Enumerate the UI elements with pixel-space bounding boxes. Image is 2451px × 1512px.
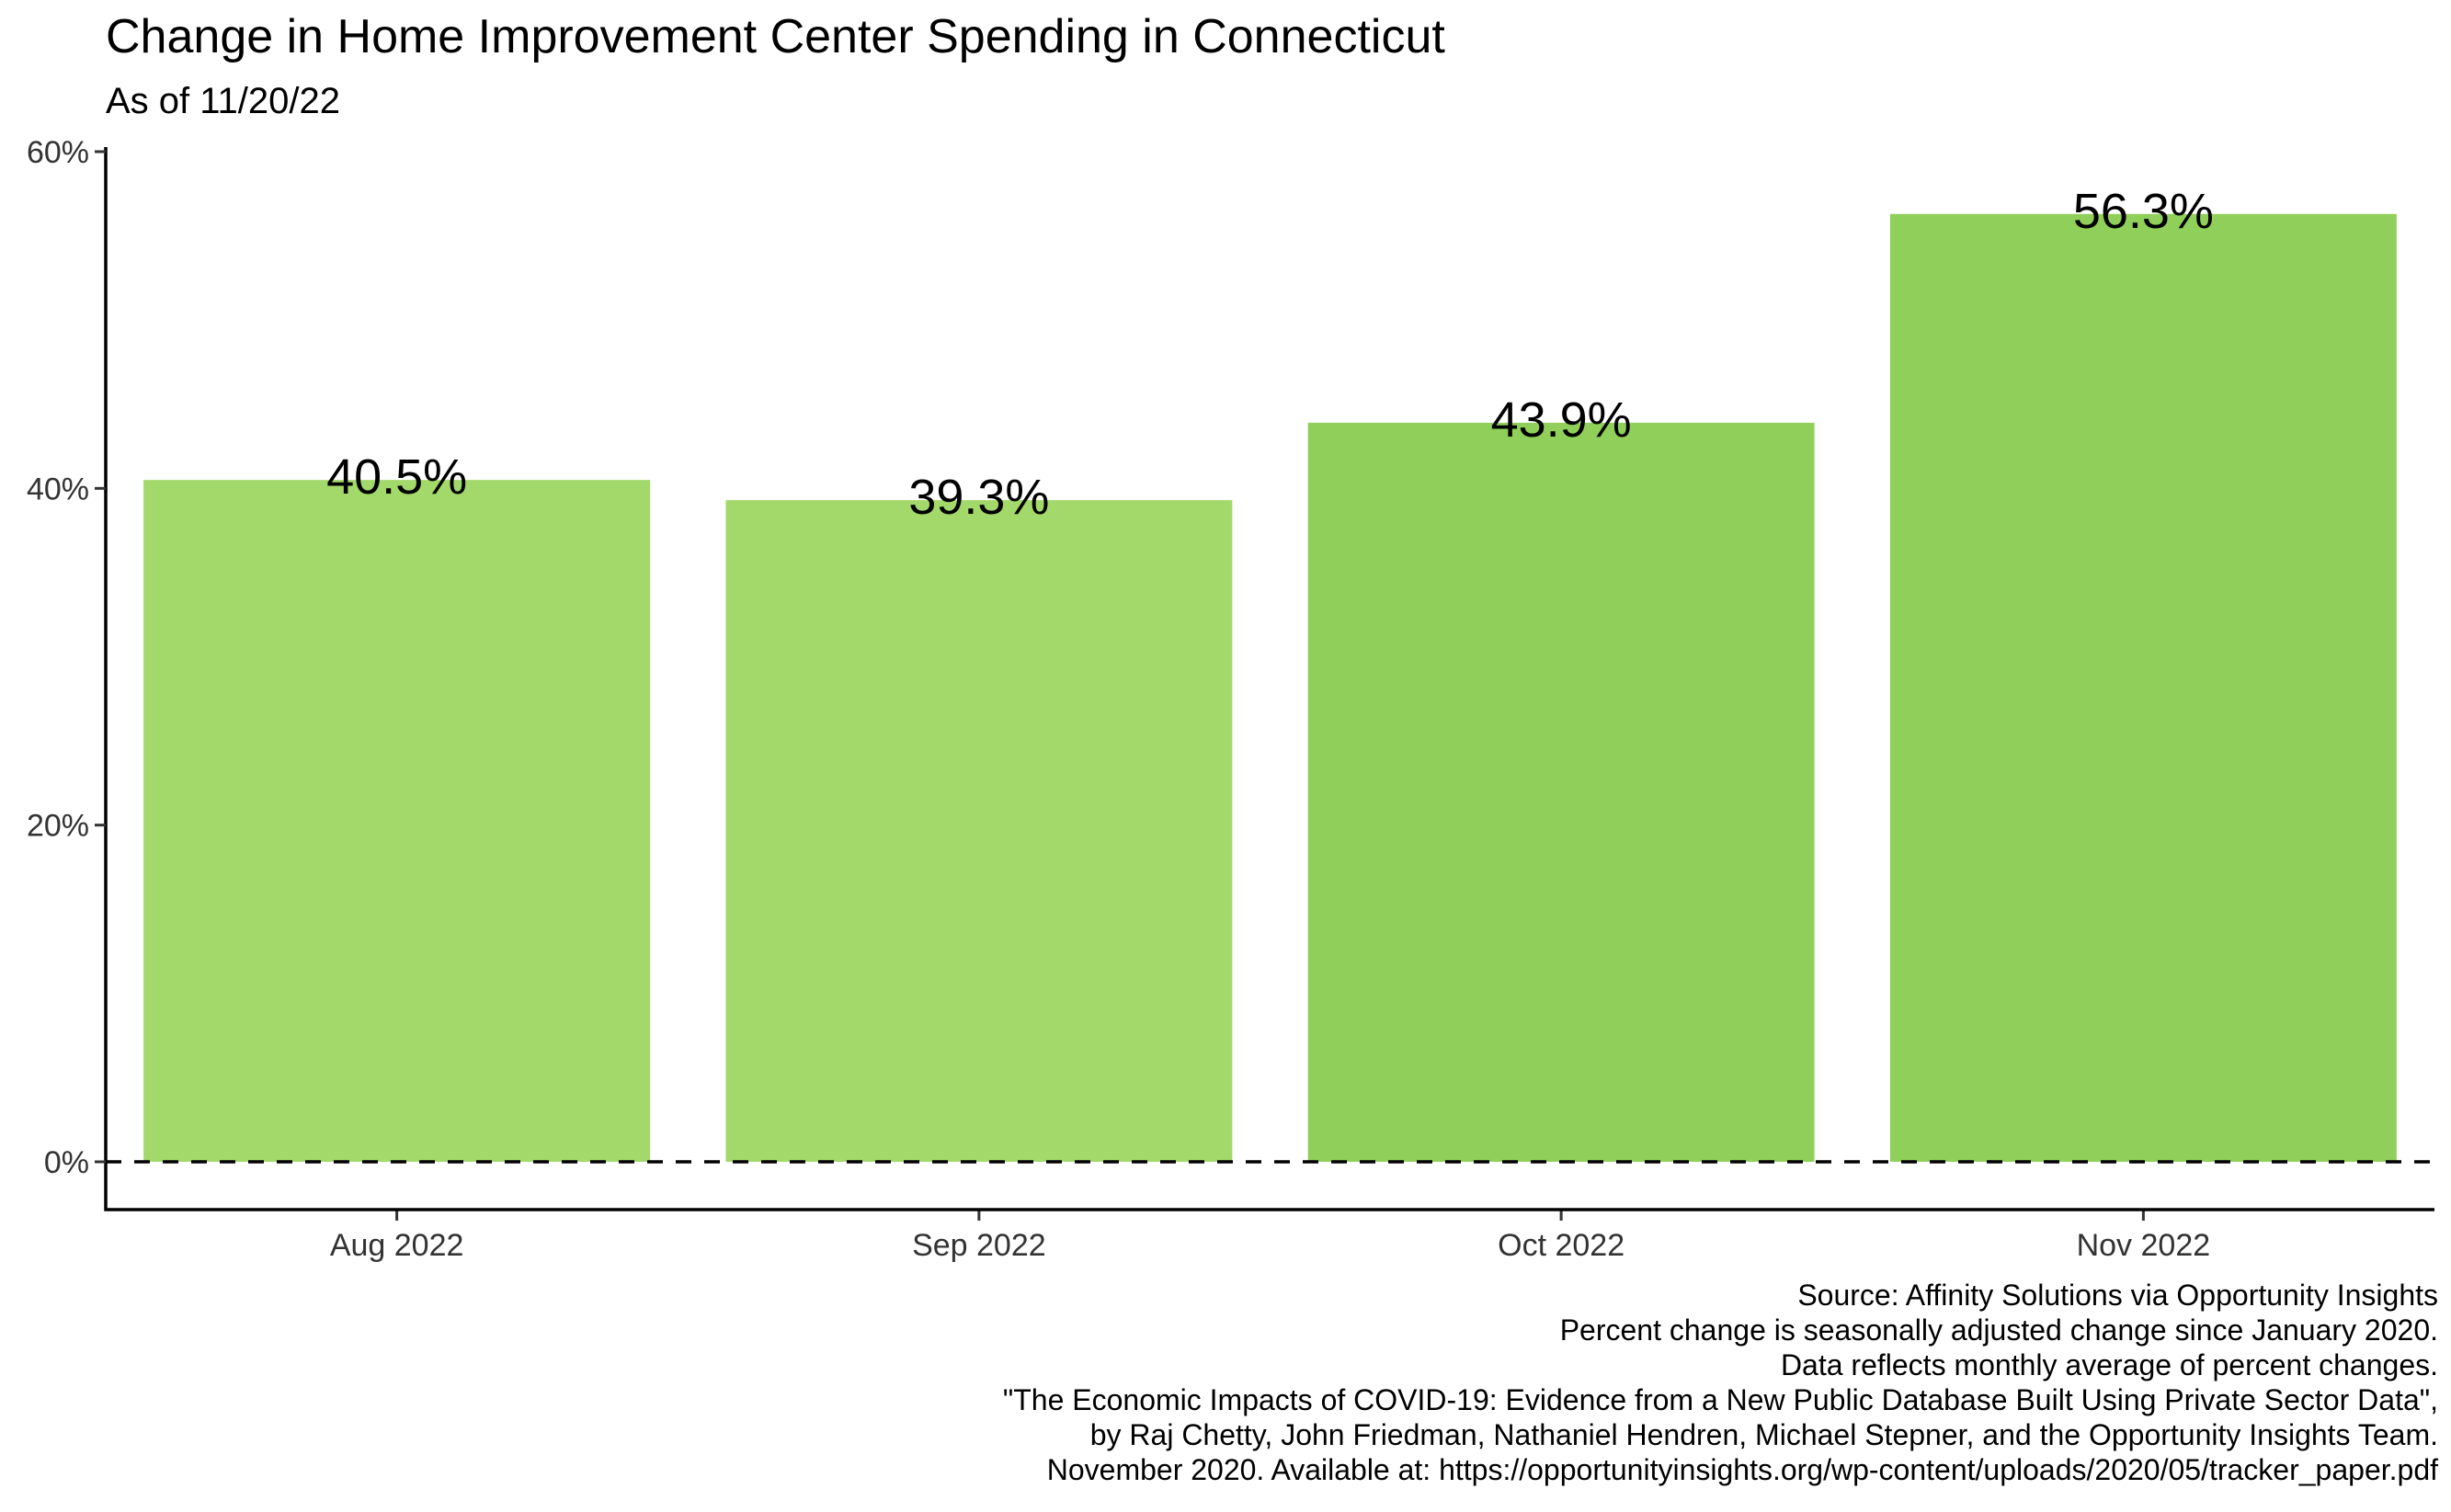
chart-subtitle: As of 11/20/22	[106, 81, 340, 121]
caption-line: November 2020. Available at: https://opp…	[1046, 1453, 2438, 1486]
y-tick-label: 20%	[27, 809, 89, 844]
y-tick-label: 60%	[27, 135, 89, 170]
x-tick-label: Oct 2022	[1498, 1228, 1624, 1263]
x-tick-label: Aug 2022	[330, 1228, 464, 1263]
data-label: 40.5%	[326, 449, 467, 505]
source-caption: Source: Affinity Solutions via Opportuni…	[1003, 1278, 2438, 1487]
caption-line: Data reflects monthly average of percent…	[1780, 1348, 2438, 1381]
data-label: 56.3%	[2073, 184, 2214, 239]
axes-group: Aug 2022 Sep 2022 Oct 2022 Nov 2022 0% 20% 40%…	[27, 135, 2434, 1263]
bar-aug-2022	[143, 480, 651, 1162]
data-label: 39.3%	[908, 470, 1049, 525]
x-tick-label: Sep 2022	[912, 1228, 1046, 1263]
caption-line: Source: Affinity Solutions via Opportuni…	[1797, 1279, 2438, 1312]
data-label: 43.9%	[1491, 392, 1632, 448]
bar-oct-2022	[1307, 422, 1815, 1163]
chart-title: Change in Home Improvement Center Spendi…	[106, 10, 1445, 63]
data-labels-group: 40.5% 39.3% 43.9% 56.3%	[326, 184, 2214, 525]
x-tick-label: Nov 2022	[2077, 1228, 2211, 1263]
y-tick-label: 40%	[27, 472, 89, 506]
bar-sep-2022	[725, 500, 1233, 1162]
caption-line: Percent change is seasonally adjusted ch…	[1559, 1313, 2438, 1347]
bar-nov-2022	[1889, 213, 2397, 1162]
caption-line: "The Economic Impacts of COVID-19: Evide…	[1002, 1383, 2438, 1416]
y-tick-label: 0%	[44, 1145, 89, 1180]
bars-group	[143, 213, 2397, 1163]
caption-line: by Raj Chetty, John Friedman, Nathaniel …	[1089, 1418, 2438, 1451]
